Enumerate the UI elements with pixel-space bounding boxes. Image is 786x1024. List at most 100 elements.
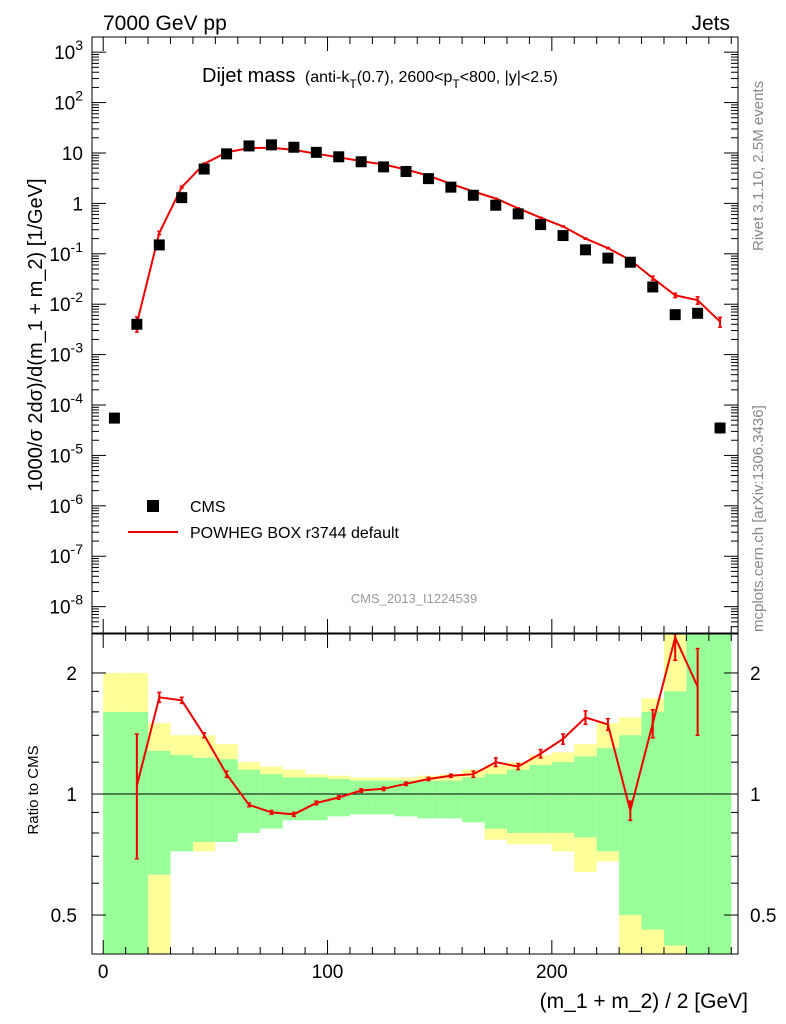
plot-title-sub1: T	[349, 77, 357, 91]
ratio-y-tick-label-right: 0.5	[750, 906, 776, 927]
inner-uncertainty-band	[260, 774, 283, 829]
inner-uncertainty-band	[349, 780, 373, 815]
cms-data-point	[669, 309, 681, 321]
legend-cms-label: CMS	[190, 499, 226, 516]
inner-uncertainty-band	[282, 777, 306, 821]
header-jets-label: Jets	[691, 12, 730, 35]
cms-data-point	[131, 318, 143, 330]
main-y-tick-exponent: 3	[75, 37, 83, 53]
cms-data-point	[310, 146, 322, 158]
main-y-tick-exponent: -2	[71, 289, 84, 305]
inner-uncertainty-band	[484, 774, 507, 829]
analysis-id: CMS_2013_I1224539	[351, 591, 478, 606]
inner-uncertainty-band	[574, 756, 597, 838]
cms-data-point	[602, 252, 614, 264]
main-y-tick-label: 10	[62, 144, 83, 165]
cms-data-point	[579, 244, 591, 256]
inner-uncertainty-band	[439, 780, 463, 819]
main-panel: 10-8 10-7 10-6 10-5 10-4 10-3 10-2 10-1 1 10 102 10…	[49, 36, 739, 634]
inner-uncertainty-band	[641, 711, 664, 930]
inner-uncertainty-band	[596, 748, 620, 852]
plot-title-sub-mid: (0.7), 2600<p	[357, 69, 453, 86]
inner-uncertainty-band	[394, 780, 418, 817]
ratio-panel: 0.5 0.5 1 1 2 2 0 100 200	[51, 633, 776, 983]
main-y-tick-exponent: 2	[75, 88, 83, 104]
inner-uncertainty-band	[237, 769, 261, 833]
cms-data-point	[512, 208, 524, 220]
cms-data-point	[467, 189, 479, 201]
cms-data-point	[445, 181, 457, 193]
inner-uncertainty-band	[103, 711, 126, 954]
cms-data-point	[714, 422, 726, 434]
ratio-y-tick-label: 1	[66, 785, 77, 806]
inner-uncertainty-band	[170, 755, 193, 852]
main-y-tick-exponent: -7	[71, 541, 84, 557]
main-y-tick-label: 102	[54, 88, 83, 115]
main-y-tick-exponent: -3	[71, 340, 84, 356]
cms-data-point	[535, 219, 547, 231]
mcplots-label: mcplots.cern.ch [arXiv:1306.3436]	[750, 405, 767, 632]
main-y-tick-label: 10-2	[49, 289, 83, 316]
ratio-y-tick-label-right: 2	[750, 664, 761, 685]
inner-uncertainty-band	[663, 691, 687, 946]
x-tick-label: 0	[98, 962, 109, 983]
cms-data-point	[692, 307, 704, 319]
ratio-y-axis-title: Ratio to CMS	[25, 745, 42, 834]
cms-data-point	[288, 141, 300, 153]
legend-mc-label: POWHEG BOX r3744 default	[190, 525, 400, 542]
main-y-tick-exponent: -4	[71, 390, 84, 406]
inner-uncertainty-band	[148, 750, 171, 875]
cms-data-point	[624, 256, 636, 268]
cms-data-point	[557, 230, 569, 242]
x-axis-title: (m_1 + m_2) / 2 [GeV]	[540, 990, 748, 1013]
main-y-tick-label: 10-6	[49, 491, 83, 518]
plot-title: Dijet mass (anti-kT(0.7), 2600<pT<800, |…	[202, 65, 558, 91]
legend-cms-marker	[147, 500, 159, 512]
cms-data-point	[265, 139, 277, 151]
inner-uncertainty-band	[372, 780, 395, 815]
cms-data-point	[333, 151, 345, 163]
cms-data-point	[355, 156, 367, 168]
main-y-tick-exponent: -1	[71, 239, 84, 255]
main-y-tick-label: 10-4	[49, 390, 83, 417]
inner-uncertainty-band	[192, 757, 216, 842]
plot-title-main: Dijet mass	[202, 65, 295, 87]
ratio-y-tick-label: 2	[66, 664, 77, 685]
cms-data-point	[108, 412, 120, 424]
ratio-y-tick-label-right: 1	[750, 785, 761, 806]
main-y-tick-label: 10-5	[49, 440, 83, 467]
cms-data-point	[153, 239, 165, 251]
plot-title-sub-suffix: <800, |y|<2.5)	[460, 69, 558, 86]
inner-uncertainty-band	[462, 777, 485, 823]
cms-data-point	[378, 161, 390, 173]
inner-uncertainty-band	[529, 765, 552, 833]
cms-data-point	[198, 163, 210, 175]
main-y-tick-label: 10-7	[49, 541, 83, 568]
x-tick-label: 100	[312, 962, 344, 983]
cms-data-point	[422, 173, 434, 185]
main-frame	[91, 36, 739, 634]
inner-uncertainty-band	[619, 735, 642, 916]
cms-data-point	[647, 281, 659, 293]
ratio-mc-line	[135, 634, 699, 816]
main-y-tick-label: 1	[72, 194, 83, 215]
main-y-tick-label: 10-8	[49, 592, 83, 619]
main-y-tick-exponent: -6	[71, 491, 84, 507]
x-tick-label: 200	[536, 962, 568, 983]
inner-uncertainty-band	[305, 777, 328, 821]
cms-data-point	[400, 165, 412, 177]
header-energy-label: 7000 GeV pp	[103, 12, 227, 35]
cms-data-point	[243, 140, 255, 152]
plot-title-sub-prefix: (anti-k	[305, 69, 350, 86]
ratio-y-tick-label: 0.5	[51, 906, 77, 927]
inner-uncertainty-band	[506, 769, 530, 833]
cms-data-point	[176, 192, 188, 204]
rivet-label: Rivet 3.1.10, 2.5M events	[750, 81, 767, 251]
plot-title-sub2: T	[452, 77, 460, 91]
cms-data-point	[221, 148, 233, 160]
inner-uncertainty-band	[417, 780, 440, 819]
main-y-tick-label: 10-1	[49, 239, 83, 266]
inner-uncertainty-band	[551, 762, 575, 833]
main-y-tick-label: 103	[54, 37, 83, 64]
